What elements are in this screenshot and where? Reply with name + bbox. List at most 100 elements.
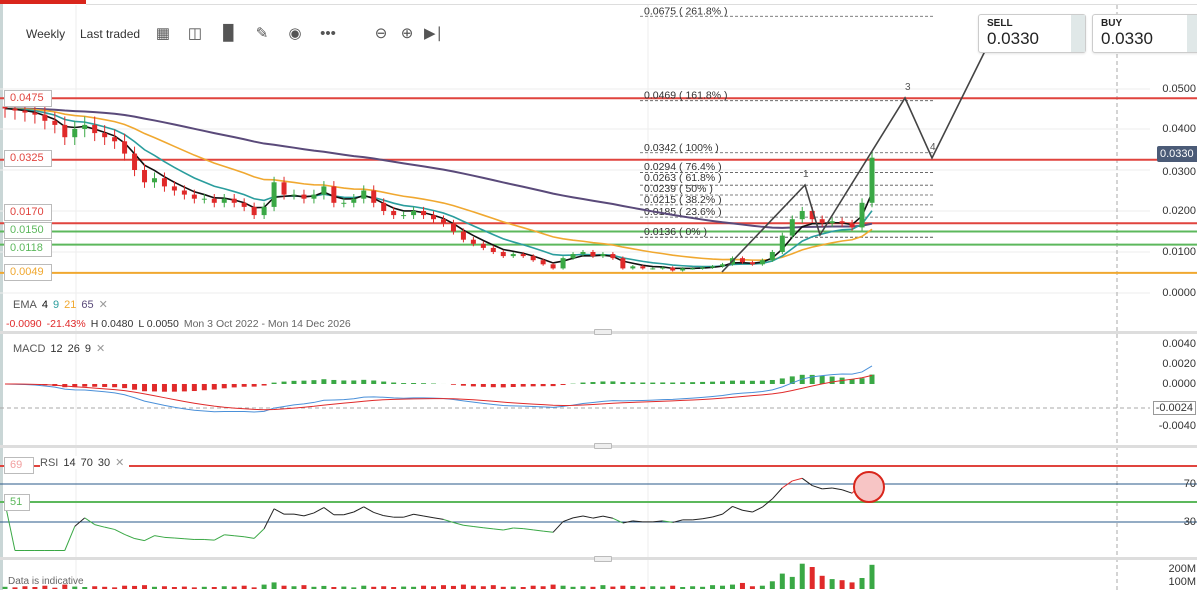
macd-histogram-bar	[191, 384, 197, 392]
rsi-line-segment	[74, 517, 86, 527]
volume-bar	[450, 585, 456, 589]
macd-histogram-bar	[151, 384, 157, 392]
rsi-line-segment	[443, 518, 454, 524]
volume-bar	[660, 586, 666, 589]
eye-icon[interactable]: ◉	[288, 25, 302, 42]
rsi-period: 14	[63, 457, 76, 469]
price-axis-label: 0.0200	[1162, 205, 1196, 217]
macd-histogram-bar	[361, 379, 367, 384]
volume-bar	[829, 579, 835, 589]
level-label[interactable]: 0.0325	[4, 150, 52, 167]
macd-histogram-bar	[112, 384, 118, 388]
indicators-icon[interactable]: ▉	[223, 25, 235, 42]
rsi-line-segment	[124, 533, 135, 540]
rsi-upper-label[interactable]: 69	[4, 457, 34, 474]
sell-label: SELL	[987, 18, 1013, 29]
interval-selector[interactable]: Weekly	[26, 27, 66, 41]
macd-histogram-bar	[720, 381, 726, 384]
volume-bar	[241, 585, 247, 589]
level-label[interactable]: 0.0170	[4, 204, 52, 221]
fib-level-label: 0.0675 ( 261.8% )	[644, 5, 727, 17]
skip-to-end-icon[interactable]: ▶∣	[424, 25, 444, 42]
level-label[interactable]: 0.0118	[4, 240, 52, 257]
close-icon[interactable]: ✕	[96, 343, 106, 355]
rsi-line-segment	[174, 537, 185, 540]
volume-bar	[381, 586, 387, 589]
zoom-in-icon[interactable]: ⊕	[400, 25, 414, 42]
volume-bar	[12, 587, 18, 589]
candle	[769, 252, 775, 261]
candle	[480, 243, 486, 248]
volume-bar	[72, 586, 78, 589]
close-icon[interactable]: ✕	[115, 457, 125, 469]
candle	[640, 266, 646, 269]
macd-histogram-bar	[700, 381, 706, 384]
rsi-line-segment	[64, 526, 76, 551]
rsi-line-segment	[293, 513, 305, 517]
macd-histogram-bar	[560, 384, 566, 385]
calendar-icon[interactable]: ▦	[155, 25, 171, 42]
level-label[interactable]: 0.0475	[4, 90, 52, 107]
macd-histogram-bar	[749, 380, 755, 384]
macd-histogram-bar	[690, 382, 696, 384]
level-label[interactable]: 0.0049	[4, 264, 52, 281]
candle	[251, 206, 257, 216]
volume-bar	[281, 585, 287, 589]
rsi-line-segment	[313, 507, 325, 514]
candle	[191, 194, 197, 199]
chart-type-icon[interactable]: ◫	[187, 25, 203, 42]
macd-fast: 12	[50, 343, 63, 355]
level-label[interactable]: 0.0150	[4, 222, 52, 239]
macd-histogram-bar	[769, 379, 775, 384]
volume-bar	[221, 586, 227, 589]
rsi-line-segment	[403, 513, 414, 518]
volume-bar	[191, 587, 197, 589]
rsi-line-segment	[712, 513, 723, 518]
rsi-line-segment	[214, 534, 225, 541]
candle	[231, 198, 237, 203]
buy-price: 0.0330	[1101, 29, 1153, 48]
more-icon[interactable]: •••	[320, 25, 336, 42]
pane-resize-handle[interactable]	[594, 443, 612, 449]
volume-bar	[809, 567, 815, 589]
macd-slow: 26	[67, 343, 80, 355]
candle	[759, 260, 765, 265]
wave-label: 1	[803, 169, 809, 180]
pane-resize-handle[interactable]	[594, 329, 612, 335]
price-type-selector[interactable]: Last traded	[80, 27, 141, 41]
macd-histogram-bar	[132, 384, 138, 390]
candle	[112, 137, 118, 142]
macd-histogram-bar	[92, 384, 98, 387]
volume-bar	[839, 580, 845, 589]
candle	[161, 178, 167, 187]
candle	[470, 239, 476, 244]
rsi-line-segment	[154, 535, 165, 538]
candle	[550, 264, 556, 269]
pane-resize-handle[interactable]	[594, 556, 612, 562]
volume-bar	[680, 587, 686, 589]
candle	[211, 198, 217, 203]
fib-level-label: 0.0136 ( 0% )	[644, 226, 707, 238]
buy-button[interactable]: BUY 0.0330	[1092, 14, 1197, 53]
elliott-wave-line	[721, 44, 989, 273]
volume-bar	[211, 587, 217, 589]
volume-bar	[22, 586, 28, 589]
candle	[311, 194, 317, 199]
rsi-line-segment	[513, 527, 524, 530]
macd-axis-label: -0.0040	[1158, 420, 1196, 432]
macd-histogram-bar	[739, 380, 745, 384]
ema-name: EMA	[13, 299, 37, 311]
draw-pencil-icon[interactable]: ✎	[255, 25, 269, 42]
close-icon[interactable]: ✕	[98, 299, 108, 311]
volume-bar	[231, 586, 237, 589]
rsi-line-segment	[552, 521, 564, 533]
sell-button[interactable]: SELL 0.0330	[978, 14, 1086, 53]
zoom-out-icon[interactable]: ⊖	[374, 25, 388, 42]
candle	[341, 202, 347, 204]
current-price-tag: 0.0330	[1157, 146, 1197, 162]
rsi-level-label[interactable]: 51	[4, 494, 30, 511]
volume-bar	[181, 586, 187, 589]
volume-bar	[391, 587, 397, 589]
rsi-line-segment	[652, 520, 663, 523]
